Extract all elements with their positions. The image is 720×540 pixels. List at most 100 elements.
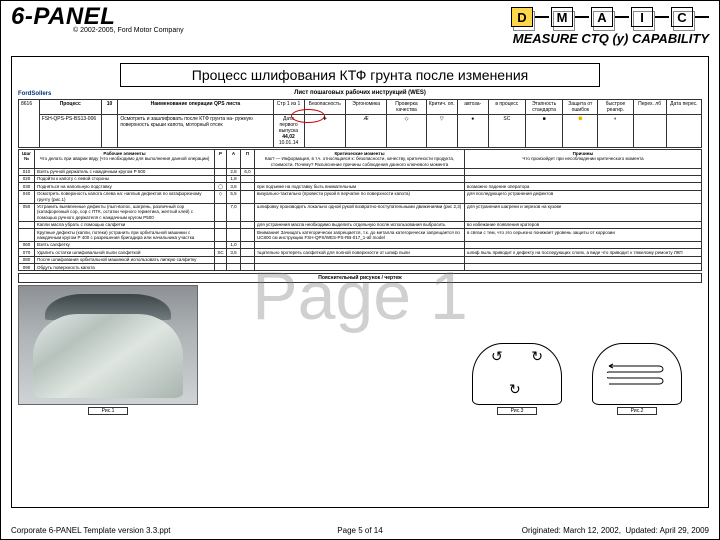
cell-reason: во избежание появления кратеров bbox=[465, 221, 702, 228]
table-row: 050Устранить выявленные дефекты (пыл-вол… bbox=[19, 203, 702, 221]
cell-reason bbox=[465, 168, 702, 175]
hood bbox=[33, 314, 183, 398]
meta-table: 8616 Процесс 10 Наименование операции QP… bbox=[18, 99, 702, 148]
dmaic-d: D bbox=[511, 7, 533, 27]
table-row: 060Взять салфетку1,0 bbox=[19, 241, 702, 248]
cell-a: 1,8 bbox=[227, 175, 241, 182]
cell-n bbox=[19, 229, 35, 242]
dmaic-i: I bbox=[631, 7, 653, 27]
cell-p bbox=[241, 190, 255, 203]
cell-el: После шлифования орбитальной машинкой ис… bbox=[35, 256, 215, 263]
red-circle-annotation bbox=[291, 109, 325, 123]
meta-col2: 10 bbox=[101, 100, 118, 115]
shield-icon: ⬣ bbox=[563, 115, 598, 148]
cell-p bbox=[241, 221, 255, 228]
hood-outline-2: ↺ ↻ ↻ bbox=[472, 343, 562, 405]
cell-n: 040 bbox=[19, 190, 35, 203]
photo-block: Рис.1 bbox=[18, 285, 198, 415]
main-table: Шаг № Рабочие элементыЧто делать при ава… bbox=[18, 149, 702, 271]
cell-n: 090 bbox=[19, 264, 35, 271]
col-a: А bbox=[227, 150, 241, 168]
cell-a: 2,8 bbox=[227, 168, 241, 175]
cell-a: 3,5 bbox=[227, 183, 241, 190]
sc-icon: SC bbox=[488, 115, 525, 148]
cell-p bbox=[241, 241, 255, 248]
arrow-icon: ↻ bbox=[509, 381, 521, 398]
cell-r bbox=[215, 203, 227, 221]
footer-right: Originated: March 12, 2002, Updated: Apr… bbox=[522, 526, 709, 535]
dmaic-a: A bbox=[591, 7, 613, 27]
cell-crit bbox=[255, 168, 465, 175]
footer-center: Page 5 of 14 bbox=[337, 526, 382, 535]
cell-r bbox=[215, 221, 227, 228]
cell-r bbox=[215, 241, 227, 248]
arrow-icon: ↺ bbox=[491, 348, 503, 365]
cell-p bbox=[241, 203, 255, 221]
measure-label: MEASURE CTQ (y) CAPABILITY bbox=[513, 31, 709, 46]
cell-crit bbox=[255, 256, 465, 263]
cell-a bbox=[227, 229, 241, 242]
cell-r bbox=[215, 264, 227, 271]
c-proc: в процесс bbox=[488, 100, 525, 115]
content-frame: Процесс шлифования КТФ грунта после изме… bbox=[11, 56, 709, 508]
table-row: Капли масла убрать с помощью салфеткидля… bbox=[19, 221, 702, 228]
cell-r bbox=[215, 229, 227, 242]
cell-a: 7,0 bbox=[227, 203, 241, 221]
table-row: 040Осмотреть поверхность капота слева на… bbox=[19, 190, 702, 203]
cell-reason: для устранения шагрени и зерезов на кузо… bbox=[465, 203, 702, 221]
c-ergo: Эргономика bbox=[345, 100, 386, 115]
meta-op-label: Наименование операции QPS листа bbox=[118, 100, 273, 115]
table-row: 020Подойти к капоту с левой стороны1,8 bbox=[19, 175, 702, 182]
cell-crit: при подъеме на подставку быть внимательн… bbox=[255, 183, 465, 190]
table-row: 080После шлифования орбитальной машинкой… bbox=[19, 256, 702, 263]
col-step: Шаг № bbox=[19, 150, 35, 168]
cell-n: 030 bbox=[19, 183, 35, 190]
c-fast: быстрое реагир. bbox=[598, 100, 633, 115]
cell-el: Устранить выявленные дефекты (пыл-волос,… bbox=[35, 203, 215, 221]
cell-p bbox=[241, 229, 255, 242]
cell-reason: шлиф пыль приводит к дефекту на последую… bbox=[465, 249, 702, 256]
cell-el: Обдуть поверхность капота bbox=[35, 264, 215, 271]
cell-a bbox=[227, 256, 241, 263]
col-crit: Критические моментыКак? — Информация, в … bbox=[255, 150, 465, 168]
cell-crit: тщательно протереть салфеткой для полной… bbox=[255, 249, 465, 256]
cell-p bbox=[241, 249, 255, 256]
cell-reason bbox=[465, 175, 702, 182]
cell-a: 5,5 bbox=[227, 190, 241, 203]
c-auto: автоза- bbox=[457, 100, 488, 115]
cell-el: Крупные дефекты (капли, потеки) устранит… bbox=[35, 229, 215, 242]
cell-crit bbox=[255, 175, 465, 182]
cell-r bbox=[215, 256, 227, 263]
col-elements: Рабочие элементыЧто делать при аварии вв… bbox=[35, 150, 215, 168]
cell-n: 010 bbox=[19, 168, 35, 175]
cell-crit: шлифовку производить локально одной руко… bbox=[255, 203, 465, 221]
cell-reason: в связи с тем, что это серьезно понижает… bbox=[465, 229, 702, 242]
cell-reason bbox=[465, 241, 702, 248]
meta-process: FSH-QPS-PS-BS13-006 bbox=[39, 115, 101, 148]
zigzag-icon bbox=[607, 362, 669, 388]
dmaic-row: D M A I C bbox=[511, 7, 709, 27]
slide-title: Процесс шлифования КТФ грунта после изме… bbox=[120, 63, 600, 87]
cell-a: 1,0 bbox=[227, 241, 241, 248]
drawings-row: Рис.1 ↺ ↻ ↻ Рис.3 bbox=[18, 285, 702, 415]
cell-p bbox=[241, 183, 255, 190]
doc-title: Лист пошаговых рабочих инструкций (WES) bbox=[18, 90, 702, 97]
table-row: 030Подняться на напольную подставку◯3,5п… bbox=[19, 183, 702, 190]
cell-el: Удалить остатки шлифовальной пыли салфет… bbox=[35, 249, 215, 256]
dot-icon: ● bbox=[457, 115, 488, 148]
triangle-icon: ▽ bbox=[426, 115, 457, 148]
cell-el: Осмотреть поверхность капота слева на: н… bbox=[35, 190, 215, 203]
table-row: 010Взять ручной держатель с наждачным кр… bbox=[19, 168, 702, 175]
cell-n: 020 bbox=[19, 175, 35, 182]
cell-reason bbox=[465, 256, 702, 263]
c-qual: Проверка качества bbox=[387, 100, 426, 115]
cell-n: 050 bbox=[19, 203, 35, 221]
diamond-icon: ◇ bbox=[387, 115, 426, 148]
cell-p bbox=[241, 264, 255, 271]
arrow-icon: ↻ bbox=[531, 348, 543, 365]
meta-process-label: Процесс bbox=[39, 100, 101, 115]
table-row: 090Обдуть поверхность капота bbox=[19, 264, 702, 271]
sketch-area: ↺ ↻ ↻ Рис.3 Рис.2 bbox=[208, 343, 702, 415]
col-r: Р bbox=[215, 150, 227, 168]
caption-2: Рис.2 bbox=[617, 407, 657, 415]
